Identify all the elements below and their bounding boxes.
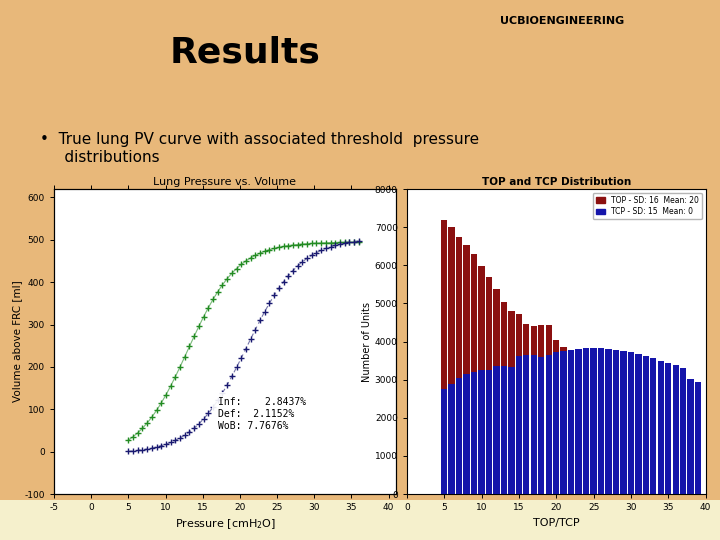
Bar <box>456 378 462 494</box>
Bar <box>665 363 672 494</box>
Bar <box>500 301 507 494</box>
Bar <box>546 325 552 494</box>
Title: TOP and TCP Distribution: TOP and TCP Distribution <box>482 177 631 187</box>
Bar <box>657 361 664 494</box>
Bar <box>500 366 507 494</box>
Text: Inf:    2.8437%
Def:  2.1152%
WoB: 7.7676%: Inf: 2.8437% Def: 2.1152% WoB: 7.7676% <box>217 397 306 430</box>
Bar <box>568 350 575 494</box>
Bar <box>695 382 701 494</box>
Bar <box>449 227 455 494</box>
Bar <box>508 311 515 494</box>
Bar <box>628 352 634 494</box>
Bar <box>598 399 604 494</box>
Bar <box>560 347 567 494</box>
Bar <box>620 433 626 494</box>
Bar <box>531 355 537 494</box>
Bar <box>583 383 589 494</box>
Text: Results: Results <box>169 35 320 69</box>
Bar <box>672 365 679 494</box>
Bar <box>598 348 604 494</box>
Bar <box>590 393 597 494</box>
Bar <box>650 357 657 494</box>
Bar <box>508 367 515 494</box>
Bar <box>643 356 649 494</box>
Bar <box>486 278 492 494</box>
FancyBboxPatch shape <box>0 500 720 540</box>
Bar <box>464 245 469 494</box>
Bar <box>635 354 642 494</box>
Bar <box>546 355 552 494</box>
Bar <box>441 220 447 494</box>
Bar <box>553 340 559 494</box>
Bar <box>456 237 462 494</box>
Bar <box>635 448 642 494</box>
Bar <box>449 383 455 494</box>
Bar <box>560 351 567 494</box>
Bar <box>464 374 469 494</box>
X-axis label: TOP/TCP: TOP/TCP <box>533 518 580 528</box>
X-axis label: Pressure [cmH$_2$O]: Pressure [cmH$_2$O] <box>174 518 276 531</box>
Y-axis label: Number of Units: Number of Units <box>362 301 372 382</box>
Bar <box>575 349 582 494</box>
Text: UCBIOENGINEERING: UCBIOENGINEERING <box>500 16 625 26</box>
Bar <box>531 326 537 494</box>
Bar <box>688 379 694 494</box>
Bar <box>643 452 649 494</box>
Bar <box>478 266 485 494</box>
Bar <box>680 368 686 494</box>
Bar <box>471 372 477 494</box>
Bar <box>493 366 500 494</box>
Bar <box>441 389 447 494</box>
Bar <box>613 350 619 494</box>
Bar <box>650 456 657 494</box>
Y-axis label: Volume above FRC [ml]: Volume above FRC [ml] <box>12 281 22 402</box>
Bar <box>628 444 634 494</box>
Bar <box>657 463 664 494</box>
Bar <box>575 372 582 494</box>
Bar <box>590 348 597 494</box>
Bar <box>493 289 500 494</box>
Bar <box>606 349 612 494</box>
Bar <box>516 356 522 494</box>
Bar <box>606 410 612 494</box>
Bar <box>478 370 485 494</box>
Bar <box>486 370 492 494</box>
Title: Lung Pressure vs. Volume: Lung Pressure vs. Volume <box>153 177 297 187</box>
Bar <box>523 323 529 494</box>
Bar <box>568 361 575 494</box>
Text: •  True lung PV curve with associated threshold  pressure
     distributions: • True lung PV curve with associated thr… <box>40 132 479 165</box>
Bar <box>538 357 544 494</box>
Bar <box>583 348 589 494</box>
Bar <box>538 325 544 494</box>
Bar <box>553 352 559 494</box>
Bar <box>471 254 477 494</box>
Bar <box>516 314 522 494</box>
Legend: TOP - SD: 16  Mean: 20, TCP - SD: 15  Mean: 0: TOP - SD: 16 Mean: 20, TCP - SD: 15 Mean… <box>593 193 702 219</box>
Bar <box>620 351 626 494</box>
Bar <box>613 427 619 494</box>
Bar <box>523 355 529 494</box>
